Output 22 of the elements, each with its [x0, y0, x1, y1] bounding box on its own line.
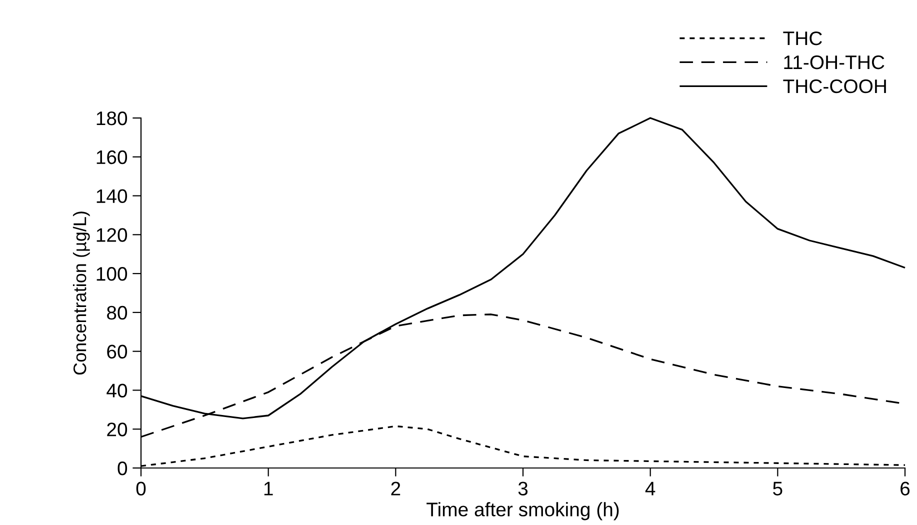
- y-tick-label: 100: [96, 267, 128, 281]
- x-axis-title: Time after smoking (h): [426, 502, 619, 520]
- x-tick-label: 2: [391, 482, 400, 496]
- y-tick-label: 140: [96, 189, 128, 204]
- y-tick-label: 160: [96, 150, 128, 164]
- legend-label: 11-OH-THC: [784, 55, 884, 70]
- legend-label: THC-COOH: [783, 79, 886, 94]
- y-tick-label: 180: [96, 111, 128, 126]
- x-tick-label: 4: [645, 482, 656, 496]
- x-tick-label: 3: [518, 482, 528, 496]
- y-tick-label: 20: [107, 422, 128, 436]
- y-tick-label: 40: [106, 384, 128, 398]
- y-tick-label: 60: [107, 344, 128, 359]
- x-tick-label: 5: [773, 482, 782, 496]
- x-tick-label: 1: [264, 482, 273, 496]
- y-tick-label: 0: [118, 461, 128, 476]
- x-tick-label: 6: [900, 482, 910, 496]
- legend-label: THC: [783, 31, 822, 46]
- y-axis-title: Concentration (µg/L): [72, 212, 90, 375]
- x-tick-label: 0: [136, 482, 146, 496]
- y-tick-label: 120: [96, 228, 128, 242]
- y-tick-label: 80: [107, 306, 128, 320]
